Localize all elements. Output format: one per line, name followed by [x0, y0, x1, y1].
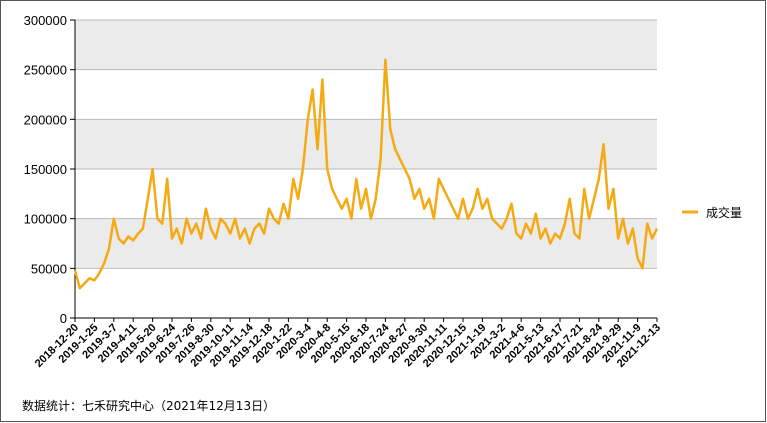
grid-band — [75, 218, 657, 269]
y-tick-label: 100000 — [24, 212, 67, 227]
y-tick-label: 150000 — [24, 162, 67, 177]
y-tick-label: 300000 — [24, 13, 67, 28]
source-note: 数据统计：七禾研究中心（2021年12月13日） — [22, 398, 275, 413]
grid-band — [75, 20, 657, 70]
grid-band — [75, 119, 657, 169]
y-tick-label: 50000 — [31, 261, 67, 276]
legend-label: 成交量 — [706, 205, 742, 220]
y-tick-label: 0 — [60, 311, 67, 326]
y-tick-label: 250000 — [24, 63, 67, 78]
line-series — [73, 58, 659, 290]
y-tick-label: 200000 — [24, 112, 67, 127]
